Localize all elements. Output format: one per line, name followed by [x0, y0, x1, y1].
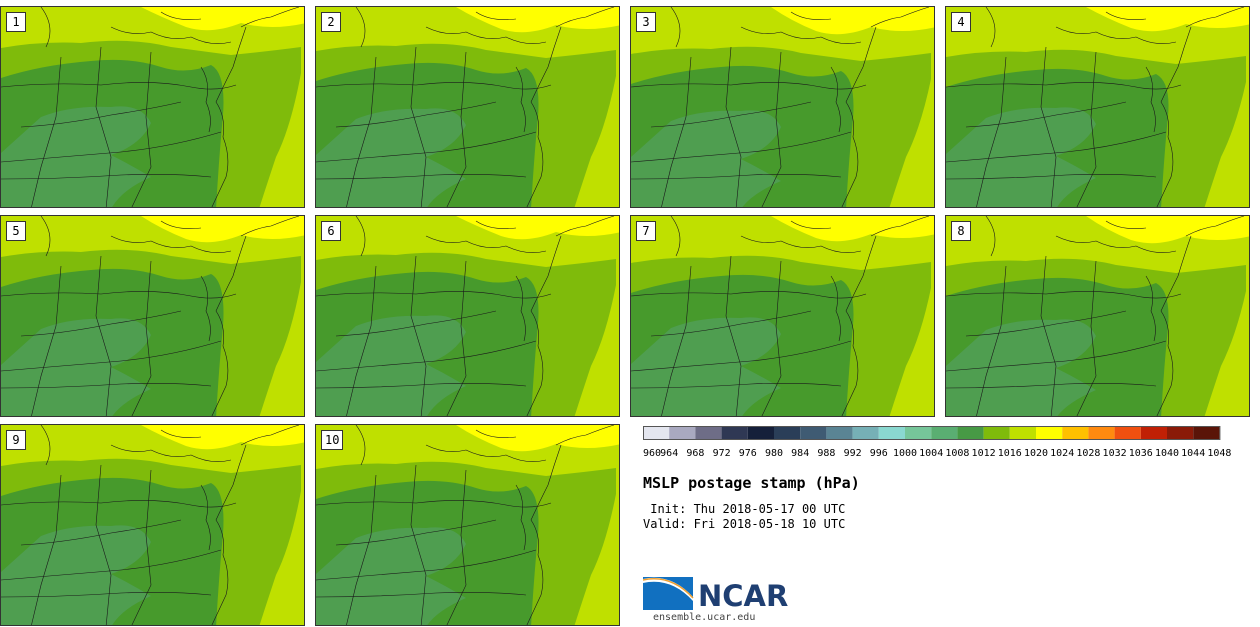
colorbar-segment	[878, 426, 905, 439]
ensemble-member-panel: 10	[315, 424, 620, 626]
ensemble-member-panel: 9	[0, 424, 305, 626]
colorbar-segment	[931, 426, 958, 439]
member-number-label: 4	[951, 12, 971, 32]
colorbar-tick-label: 984	[791, 448, 809, 459]
mslp-map	[1, 425, 304, 625]
colorbar-segment	[669, 426, 696, 439]
colorbar-segment	[957, 426, 984, 439]
colorbar-segment	[1036, 426, 1063, 439]
mslp-map	[946, 216, 1249, 416]
colorbar-segment	[800, 426, 827, 439]
colorbar-segment	[747, 426, 774, 439]
colorbar-tick-label: 1032	[1103, 448, 1127, 459]
mslp-map	[316, 425, 619, 625]
colorbar-segment	[721, 426, 748, 439]
ensemble-member-panel: 7	[630, 215, 935, 417]
colorbar-segment	[1193, 426, 1220, 439]
chart-title: MSLP postage stamp (hPa)	[643, 474, 860, 492]
colorbar-tick-label: 1012	[972, 448, 996, 459]
init-time: Init: Thu 2018-05-17 00 UTC	[643, 502, 846, 516]
colorbar-segment	[774, 426, 801, 439]
colorbar-segment	[1167, 426, 1194, 439]
mslp-map	[1, 216, 304, 416]
colorbar-segment	[826, 426, 853, 439]
ncar-logo-icon	[643, 577, 694, 610]
colorbar-tick-label: 1000	[893, 448, 917, 459]
member-number-label: 3	[636, 12, 656, 32]
member-number-label: 7	[636, 221, 656, 241]
colorbar-segment	[643, 426, 670, 439]
colorbar-border	[643, 426, 1221, 440]
mslp-map	[316, 216, 619, 416]
colorbar-tick-label: 968	[686, 448, 704, 459]
colorbar-tick-label: 1040	[1155, 448, 1179, 459]
member-number-label: 10	[321, 430, 344, 450]
colorbar-tick-label: 992	[844, 448, 862, 459]
colorbar-segment	[695, 426, 722, 439]
ensemble-member-panel: 3	[630, 6, 935, 208]
colorbar-tick-label: 960	[643, 448, 661, 459]
member-number-label: 2	[321, 12, 341, 32]
ensemble-member-panel: 8	[945, 215, 1250, 417]
colorbar-segment	[1088, 426, 1115, 439]
colorbar-tick-label: 1020	[1024, 448, 1048, 459]
colorbar-segment	[1009, 426, 1036, 439]
colorbar-tick-label: 1028	[1076, 448, 1100, 459]
mslp-map	[631, 216, 934, 416]
member-number-label: 8	[951, 221, 971, 241]
colorbar-segment	[852, 426, 879, 439]
colorbar-tick-label: 1016	[998, 448, 1022, 459]
colorbar-tick-label: 1044	[1181, 448, 1205, 459]
ensemble-member-panel: 4	[945, 6, 1250, 208]
colorbar-segment	[1114, 426, 1141, 439]
colorbar-segment	[1062, 426, 1089, 439]
ensemble-member-panel: 1	[0, 6, 305, 208]
colorbar-tick-label: 1008	[945, 448, 969, 459]
ensemble-member-panel: 5	[0, 215, 305, 417]
colorbar-segment	[983, 426, 1010, 439]
mslp-map	[631, 7, 934, 207]
ncar-wordmark: NCAR	[698, 579, 789, 613]
colorbar-tick-label: 980	[765, 448, 783, 459]
mslp-map	[316, 7, 619, 207]
mslp-map	[1, 7, 304, 207]
colorbar-tick-label: 1036	[1129, 448, 1153, 459]
colorbar-tick-label: 972	[713, 448, 731, 459]
colorbar-tick-label: 1048	[1207, 448, 1231, 459]
colorbar-tick-label: 988	[817, 448, 835, 459]
colorbar-tick-label: 1024	[1050, 448, 1074, 459]
mslp-map	[946, 7, 1249, 207]
member-number-label: 5	[6, 221, 26, 241]
ensemble-member-panel: 2	[315, 6, 620, 208]
colorbar-tick-label: 996	[870, 448, 888, 459]
website-url: ensemble.ucar.edu	[653, 612, 756, 623]
colorbar-tick-label: 1004	[919, 448, 943, 459]
member-number-label: 9	[6, 430, 26, 450]
colorbar-segment	[1140, 426, 1167, 439]
colorbar-tick-label: 976	[739, 448, 757, 459]
colorbar: 960 964 968 972 976 980 984 988 992 996 1000 1004 10…	[643, 426, 1231, 459]
valid-time: Valid: Fri 2018-05-18 10 UTC	[643, 517, 846, 531]
member-number-label: 1	[6, 12, 26, 32]
colorbar-tick-label: 964	[660, 448, 678, 459]
colorbar-segment	[905, 426, 932, 439]
ensemble-member-panel: 6	[315, 215, 620, 417]
member-number-label: 6	[321, 221, 341, 241]
